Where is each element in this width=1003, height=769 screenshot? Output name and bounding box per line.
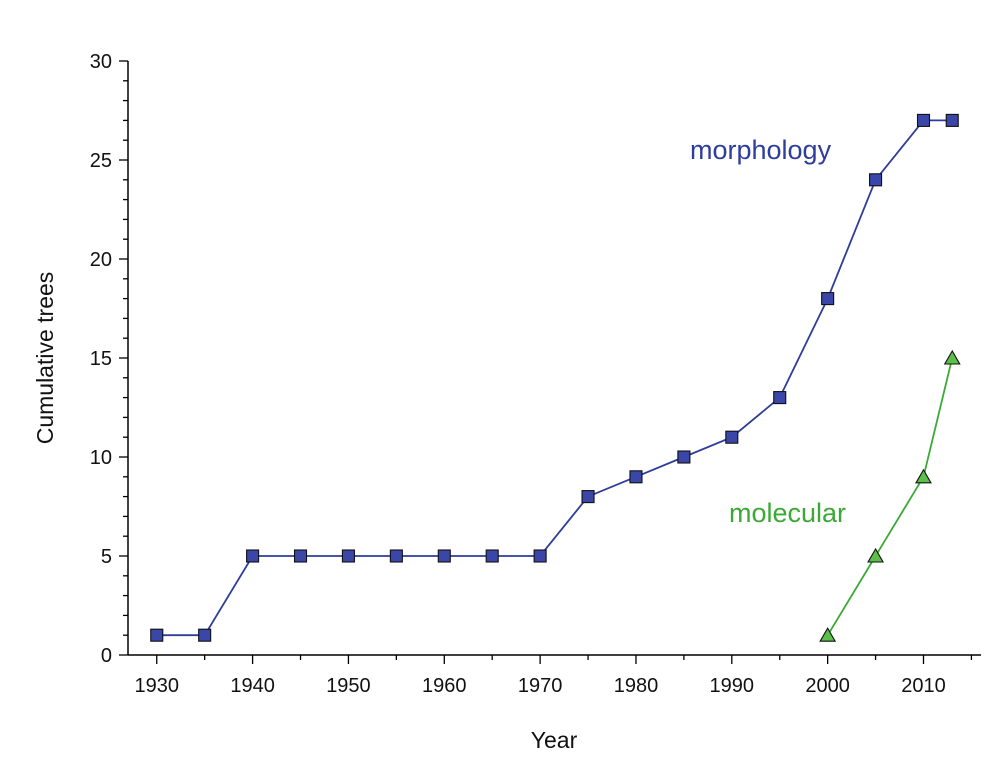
y-tick-label-25: 25: [90, 150, 112, 172]
data-point-morphology-12: [725, 430, 739, 444]
x-axis-label: Year: [531, 727, 578, 753]
data-point-morphology-1: [198, 628, 212, 642]
y-tick-label-30: 30: [90, 51, 112, 73]
data-point-morphology-5: [389, 549, 403, 563]
data-point-morphology-14: [821, 292, 835, 306]
x-tick-label-2000: 2000: [805, 675, 850, 697]
data-point-morphology-17: [945, 113, 959, 127]
x-tick-label-2010: 2010: [901, 675, 946, 697]
series-line-molecular: [826, 357, 954, 636]
series-label-morphology: morphology: [690, 135, 832, 165]
x-tick-label-1980: 1980: [614, 675, 659, 697]
data-point-morphology-16: [916, 113, 931, 127]
axes: [127, 61, 981, 656]
x-tick-label-1970: 1970: [518, 675, 563, 697]
data-point-morphology-7: [485, 549, 499, 563]
data-point-morphology-2: [246, 549, 260, 563]
data-point-morphology-8: [533, 549, 547, 563]
series-molecular: [819, 349, 961, 642]
data-point-morphology-11: [677, 450, 691, 464]
x-tick-label-1990: 1990: [710, 675, 755, 697]
series-line-morphology: [156, 119, 953, 637]
data-point-morphology-4: [341, 549, 355, 563]
data-point-morphology-6: [437, 549, 451, 563]
series-layer: [150, 113, 961, 642]
y-tick-label-5: 5: [101, 546, 112, 568]
x-tick-label-1960: 1960: [422, 675, 467, 697]
series-morphology: [150, 113, 959, 642]
x-tick-label-1940: 1940: [230, 675, 275, 697]
data-point-morphology-10: [629, 470, 643, 484]
data-point-molecular-2: [915, 468, 932, 484]
data-point-molecular-0: [819, 627, 837, 642]
y-ticks: 0 5 10 15 20 25 30: [90, 51, 128, 667]
y-tick-label-15: 15: [90, 348, 112, 370]
data-point-morphology-0: [150, 628, 164, 642]
series-label-molecular: molecular: [729, 498, 846, 528]
data-point-morphology-15: [869, 173, 883, 187]
x-tick-label-1930: 1930: [135, 675, 180, 697]
data-point-morphology-13: [773, 391, 787, 405]
data-point-molecular-3: [943, 349, 961, 365]
y-tick-label-0: 0: [101, 645, 112, 667]
data-point-molecular-1: [867, 547, 885, 563]
x-ticks: 1930 1940 1950 1960 1970 1980 1990 2000 2010: [135, 655, 973, 697]
y-axis-label: Cumulative trees: [32, 272, 58, 445]
y-tick-label-10: 10: [90, 447, 112, 469]
x-tick-label-1950: 1950: [326, 675, 371, 697]
data-point-morphology-3: [293, 549, 308, 563]
y-tick-label-20: 20: [90, 249, 112, 271]
data-point-morphology-9: [581, 490, 595, 504]
